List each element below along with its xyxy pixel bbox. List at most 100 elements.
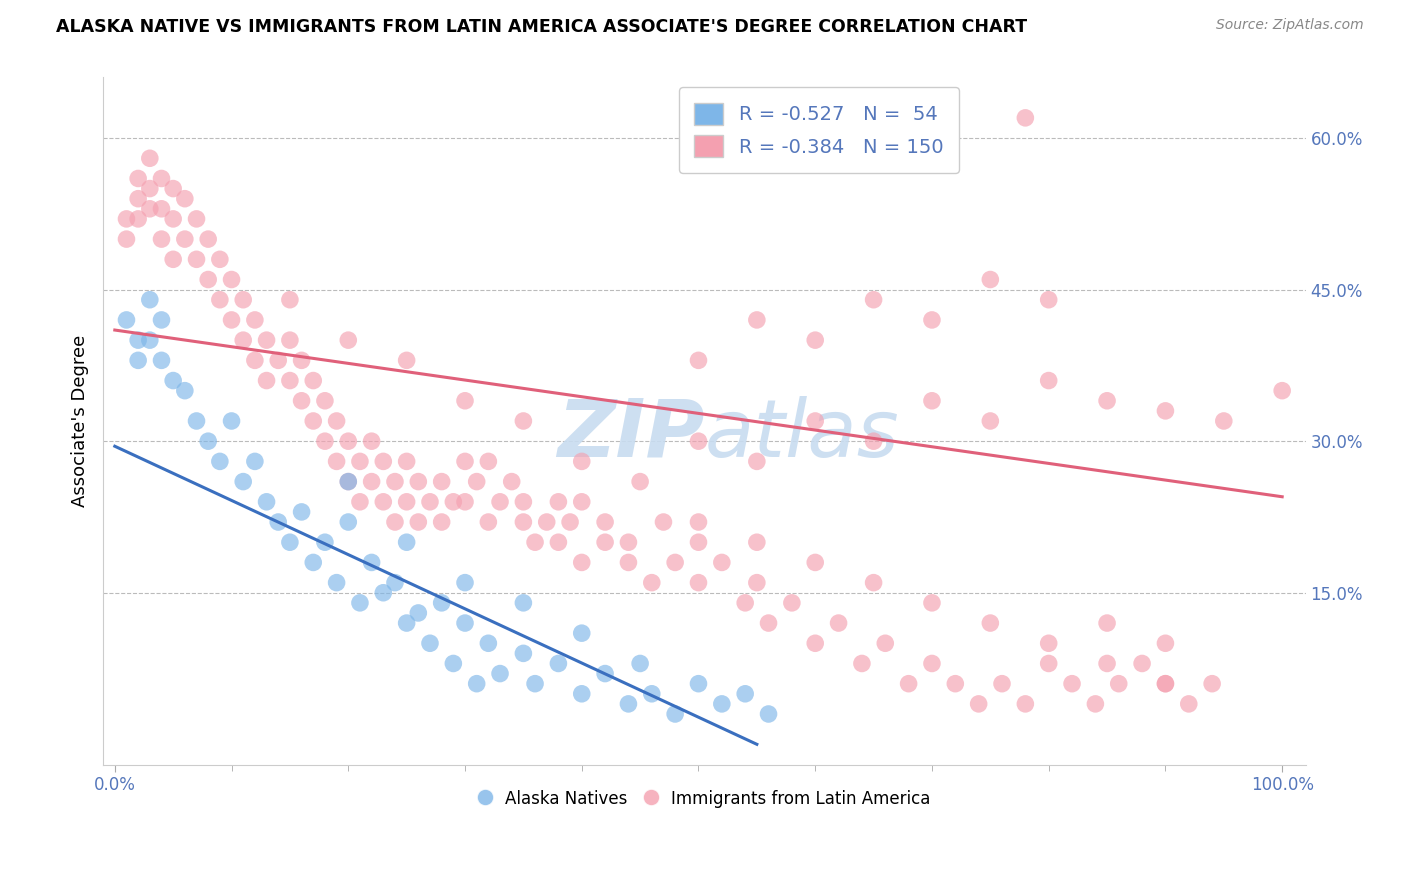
Point — [162, 374, 184, 388]
Point — [349, 495, 371, 509]
Point — [547, 495, 569, 509]
Point — [454, 495, 477, 509]
Point — [512, 646, 534, 660]
Point — [256, 333, 278, 347]
Point — [302, 374, 325, 388]
Point — [314, 434, 336, 449]
Point — [1060, 676, 1083, 690]
Point — [1271, 384, 1294, 398]
Point — [1095, 615, 1118, 630]
Point — [278, 333, 301, 347]
Point — [688, 434, 710, 449]
Point — [804, 636, 827, 650]
Point — [197, 232, 219, 246]
Point — [477, 454, 499, 468]
Point — [278, 535, 301, 549]
Point — [384, 475, 406, 489]
Point — [162, 252, 184, 267]
Point — [804, 414, 827, 428]
Point — [512, 414, 534, 428]
Point — [454, 615, 477, 630]
Point — [734, 596, 756, 610]
Point — [232, 333, 254, 347]
Point — [127, 211, 149, 226]
Point — [395, 353, 418, 368]
Point — [290, 505, 312, 519]
Point — [208, 454, 231, 468]
Point — [349, 454, 371, 468]
Point — [150, 313, 173, 327]
Point — [395, 454, 418, 468]
Point — [197, 434, 219, 449]
Point — [1212, 414, 1234, 428]
Text: ZIP: ZIP — [557, 396, 704, 474]
Point — [465, 676, 488, 690]
Point — [571, 556, 593, 570]
Point — [302, 556, 325, 570]
Point — [652, 515, 675, 529]
Point — [454, 393, 477, 408]
Point — [232, 475, 254, 489]
Point — [139, 333, 162, 347]
Point — [524, 676, 547, 690]
Point — [745, 454, 768, 468]
Point — [512, 495, 534, 509]
Point — [1014, 697, 1036, 711]
Point — [1154, 676, 1177, 690]
Point — [593, 535, 616, 549]
Point — [360, 475, 382, 489]
Point — [325, 414, 347, 428]
Point — [384, 575, 406, 590]
Point — [441, 495, 464, 509]
Point — [384, 515, 406, 529]
Point — [139, 202, 162, 216]
Point — [186, 414, 208, 428]
Point — [593, 666, 616, 681]
Point — [804, 556, 827, 570]
Point — [524, 535, 547, 549]
Point — [921, 393, 943, 408]
Point — [373, 495, 395, 509]
Point — [1178, 697, 1201, 711]
Point — [173, 232, 195, 246]
Point — [278, 374, 301, 388]
Point — [862, 434, 884, 449]
Point — [780, 596, 803, 610]
Point — [1130, 657, 1153, 671]
Point — [430, 475, 453, 489]
Point — [862, 575, 884, 590]
Point — [745, 313, 768, 327]
Point — [1095, 393, 1118, 408]
Point — [710, 697, 733, 711]
Point — [641, 687, 664, 701]
Point — [1084, 697, 1107, 711]
Point — [290, 393, 312, 408]
Point — [302, 414, 325, 428]
Point — [477, 515, 499, 529]
Point — [256, 374, 278, 388]
Point — [314, 393, 336, 408]
Point — [150, 171, 173, 186]
Point — [267, 515, 290, 529]
Point — [688, 535, 710, 549]
Point — [897, 676, 920, 690]
Point — [115, 313, 138, 327]
Point — [1038, 636, 1060, 650]
Point — [1038, 293, 1060, 307]
Point — [139, 293, 162, 307]
Point — [536, 515, 558, 529]
Point — [617, 697, 640, 711]
Point — [337, 515, 360, 529]
Point — [243, 313, 266, 327]
Point — [547, 657, 569, 671]
Point — [734, 687, 756, 701]
Point — [408, 475, 430, 489]
Point — [173, 384, 195, 398]
Point — [290, 353, 312, 368]
Point — [745, 575, 768, 590]
Point — [1038, 374, 1060, 388]
Point — [150, 202, 173, 216]
Point — [1154, 636, 1177, 650]
Point — [232, 293, 254, 307]
Point — [337, 475, 360, 489]
